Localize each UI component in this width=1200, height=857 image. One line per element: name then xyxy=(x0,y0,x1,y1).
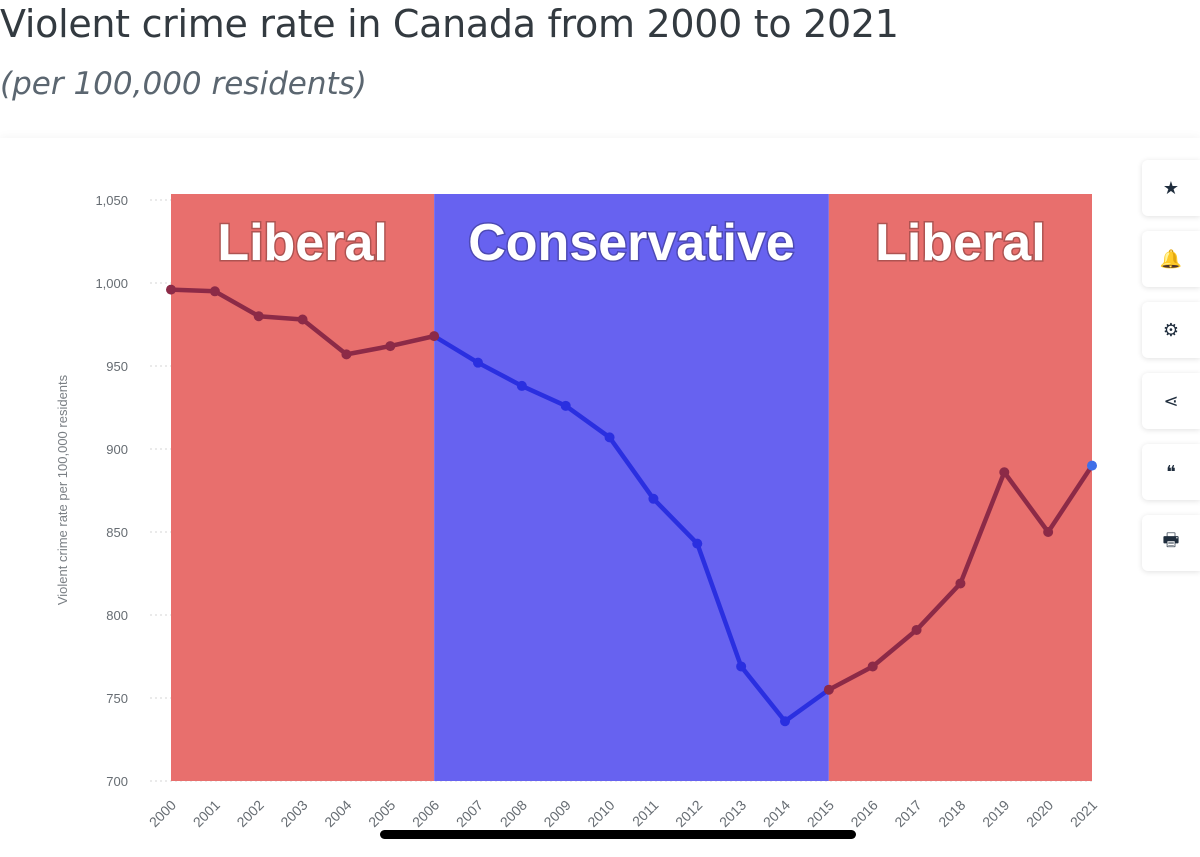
line-segment xyxy=(651,496,700,546)
share-icon: ⋖ xyxy=(1163,390,1179,411)
y-tick-label: 700 xyxy=(106,774,128,789)
line-segment xyxy=(168,287,218,294)
x-tick-label: 2014 xyxy=(760,797,793,830)
line-segment xyxy=(519,383,568,409)
x-tick-label: 2019 xyxy=(979,797,1012,830)
y-tick-label: 800 xyxy=(106,608,128,623)
band-conservative-1 xyxy=(434,194,829,781)
line-segment xyxy=(431,333,481,365)
line-segment xyxy=(256,313,305,322)
data-point-2008 xyxy=(516,380,527,391)
data-point-2010 xyxy=(604,432,615,443)
print-icon: 🖶 xyxy=(1162,530,1180,550)
data-point-2003 xyxy=(297,314,308,325)
line-segment xyxy=(958,469,1007,586)
data-point-2014 xyxy=(780,716,790,727)
y-tick-label: 1,050 xyxy=(95,193,128,208)
line-segment xyxy=(782,687,832,724)
x-tick-label: 2008 xyxy=(497,797,530,830)
line-segment xyxy=(1002,469,1051,535)
data-point-2013 xyxy=(736,661,747,672)
x-tick-label: 2013 xyxy=(716,797,749,830)
y-tick-label: 750 xyxy=(106,691,128,706)
page-subtitle: (per 100,000 residents) xyxy=(0,66,367,102)
bell-icon: 🔔 xyxy=(1159,248,1183,269)
line-segment xyxy=(344,343,393,357)
x-tick-label: 2005 xyxy=(365,797,398,830)
line-segment xyxy=(563,403,612,440)
data-point-2017 xyxy=(911,624,922,635)
page-title: Violent crime rate in Canada from 2000 t… xyxy=(0,2,899,46)
print-button[interactable]: 🖶 xyxy=(1142,515,1200,571)
x-tick-label: 2010 xyxy=(584,797,617,830)
band-label-0: Liberal xyxy=(217,214,388,272)
band-label-1: Conservative xyxy=(468,214,795,272)
bell-button[interactable]: 🔔 xyxy=(1142,231,1200,287)
band-liberal-2 xyxy=(828,194,1092,781)
data-point-2016 xyxy=(867,661,878,672)
line-segment xyxy=(300,317,349,357)
data-point-2020 xyxy=(1043,527,1054,537)
data-point-2012 xyxy=(692,538,703,549)
y-tick-label: 850 xyxy=(106,525,128,540)
quote-button[interactable]: ❝ xyxy=(1142,444,1200,500)
line-segment xyxy=(607,435,656,502)
data-point-2002 xyxy=(253,311,264,322)
line-segment xyxy=(1045,463,1095,535)
y-tick-label: 1,000 xyxy=(95,276,128,291)
x-tick-label: 2018 xyxy=(935,797,968,830)
x-tick-label: 2003 xyxy=(277,797,310,830)
data-point-2001 xyxy=(209,286,220,297)
band-liberal-0 xyxy=(171,194,435,781)
data-point-2019 xyxy=(999,467,1010,478)
data-point-2004 xyxy=(341,349,352,360)
line-segment xyxy=(826,664,875,692)
line-segment xyxy=(212,289,261,319)
x-tick-label: 2004 xyxy=(321,797,354,830)
data-point-2007 xyxy=(473,357,483,368)
line-segment xyxy=(475,360,525,389)
data-point-2006 xyxy=(429,331,440,342)
star-icon: ★ xyxy=(1162,177,1180,198)
star-button[interactable]: ★ xyxy=(1142,160,1200,216)
quote-icon: ❝ xyxy=(1166,461,1176,482)
data-point-2011 xyxy=(648,493,659,504)
data-point-2005 xyxy=(385,341,396,352)
data-point-2009 xyxy=(560,400,571,411)
band-label-2: Liberal xyxy=(875,214,1046,272)
x-tick-label: 2017 xyxy=(891,797,924,830)
home-indicator xyxy=(380,830,856,839)
x-tick-label: 2020 xyxy=(1023,797,1056,830)
data-point-2015 xyxy=(823,684,834,695)
line-segment xyxy=(695,541,744,669)
x-tick-label: 2002 xyxy=(233,797,266,830)
x-tick-label: 2001 xyxy=(190,797,223,830)
x-tick-label: 2016 xyxy=(847,797,880,830)
x-tick-label: 2012 xyxy=(672,797,705,830)
x-tick-label: 2021 xyxy=(1067,797,1100,830)
line-segment xyxy=(870,627,919,669)
x-tick-label: 2011 xyxy=(629,797,662,830)
y-axis-label: Violent crime rate per 100,000 residents xyxy=(55,374,70,605)
gear-icon: ⚙ xyxy=(1162,319,1180,340)
line-segment xyxy=(738,664,788,724)
data-point-2018 xyxy=(955,578,966,589)
line-segment xyxy=(914,581,963,633)
gear-button[interactable]: ⚙ xyxy=(1142,302,1200,358)
y-tick-label: 900 xyxy=(106,442,128,457)
y-tick-label: 950 xyxy=(106,359,128,374)
data-point-2000 xyxy=(166,284,176,295)
x-tick-label: 2015 xyxy=(804,797,837,830)
x-tick-label: 2000 xyxy=(146,797,179,830)
data-point-2021 xyxy=(1087,460,1097,471)
line-segment xyxy=(388,333,437,349)
x-tick-label: 2006 xyxy=(409,797,442,830)
x-tick-label: 2007 xyxy=(453,797,486,830)
x-tick-label: 2009 xyxy=(540,797,573,830)
share-button[interactable]: ⋖ xyxy=(1142,373,1200,429)
